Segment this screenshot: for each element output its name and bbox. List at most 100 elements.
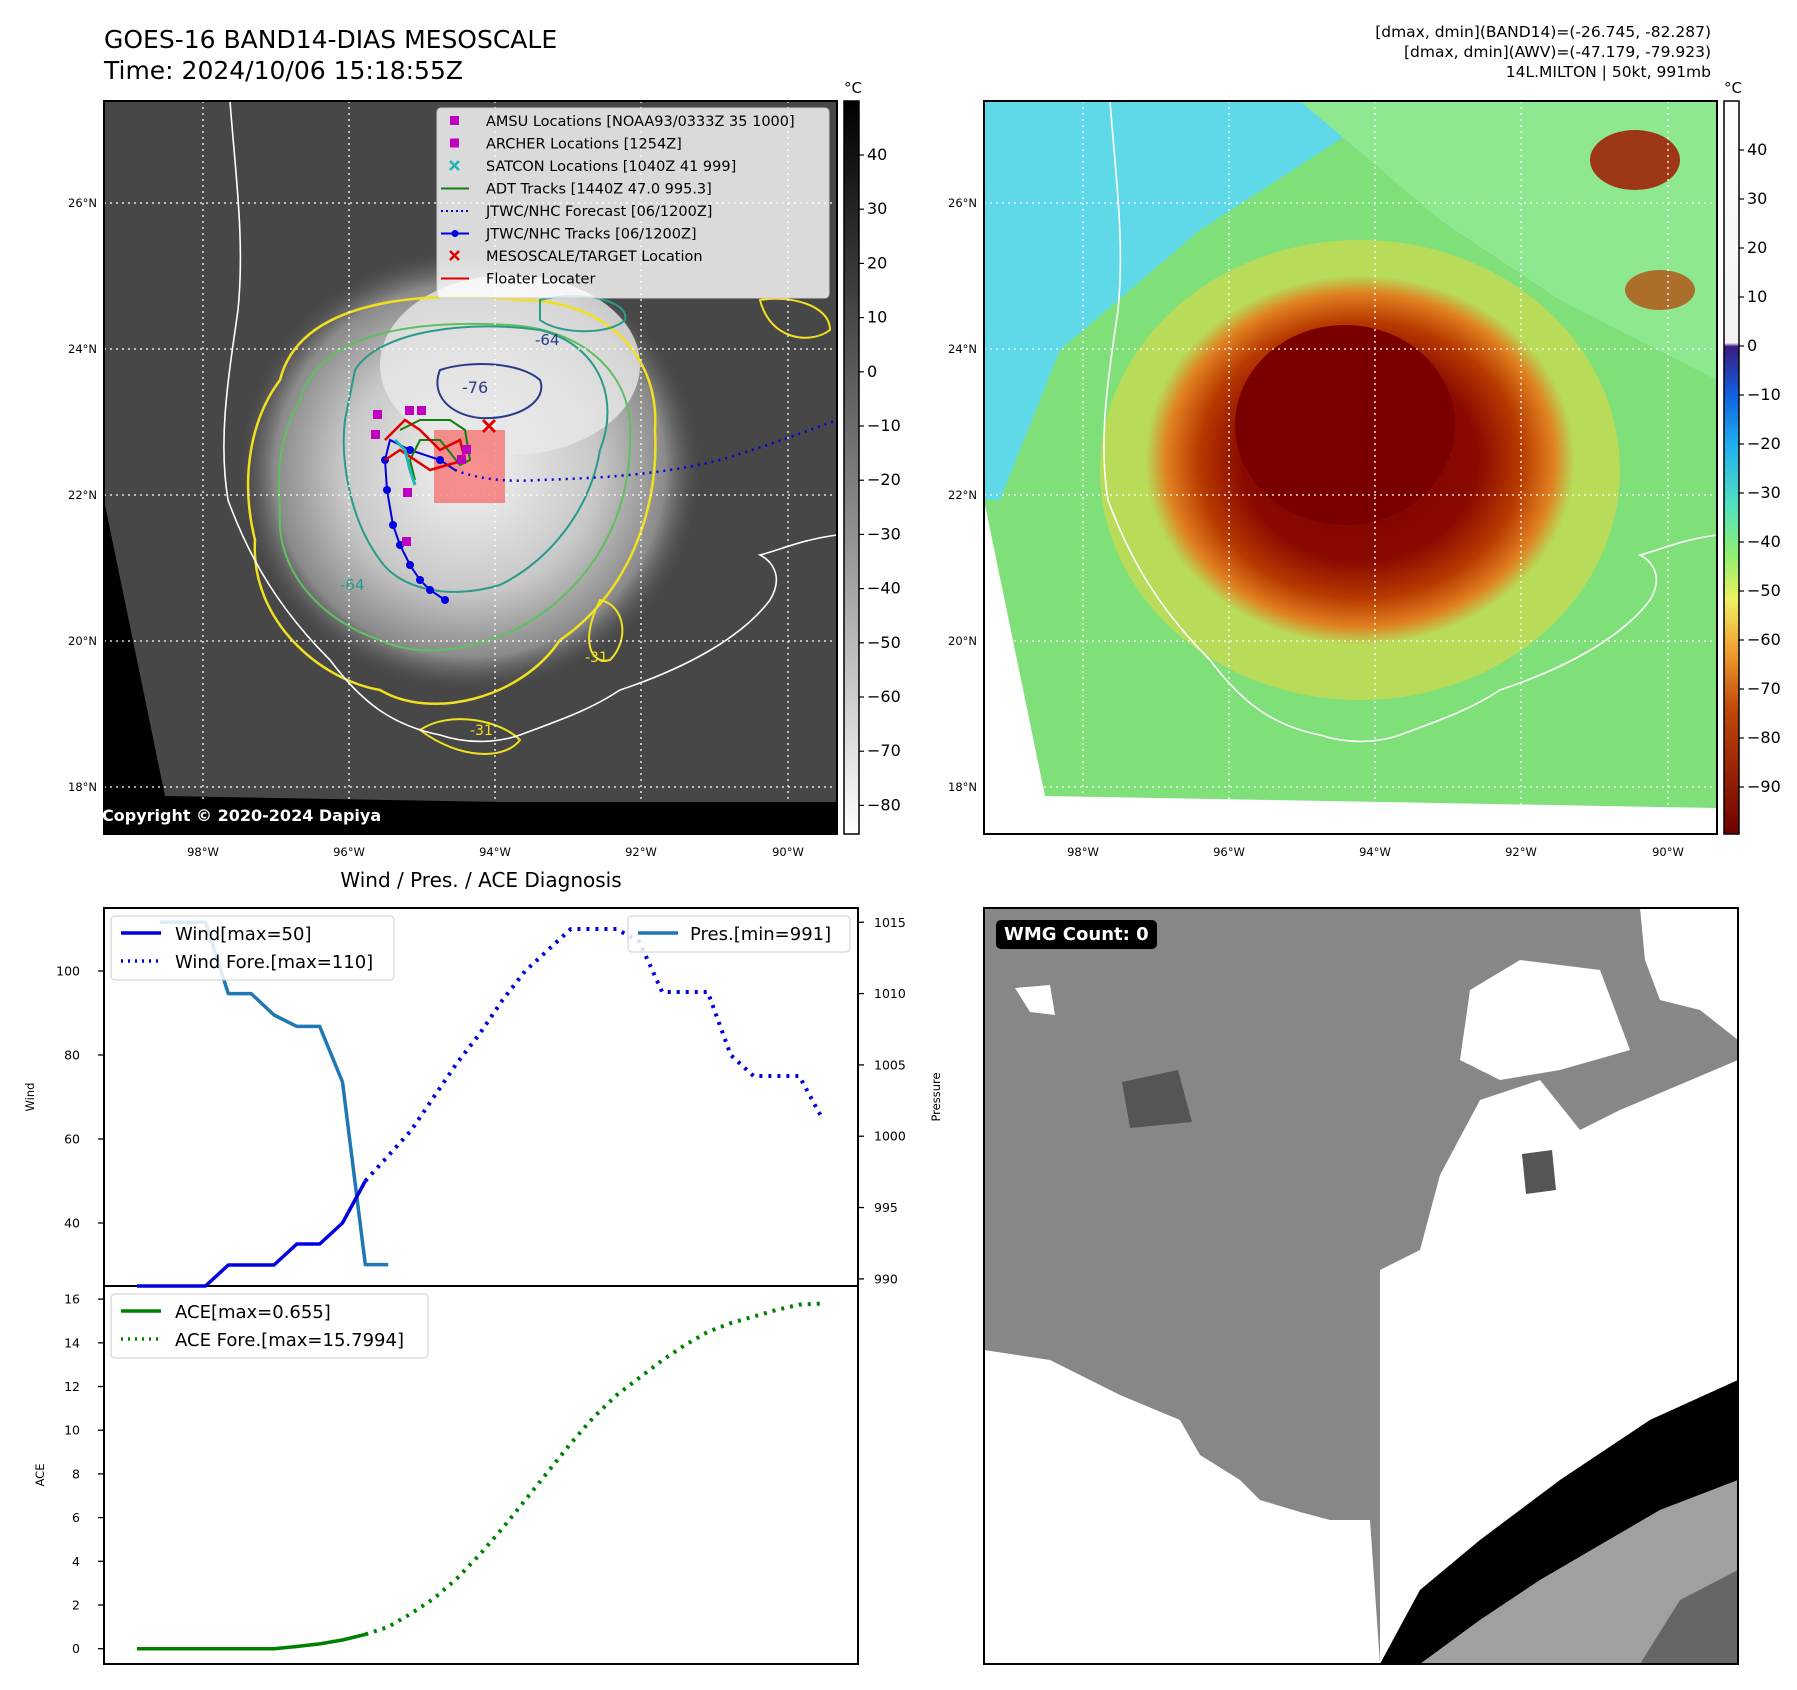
wmg-panel (983, 907, 1739, 1665)
awv-lon-labels: 98°W 96°W 94°W 92°W 90°W (1067, 845, 1684, 859)
axis-tick-label: 40 (64, 1216, 80, 1231)
ace-legend-box (110, 1293, 429, 1359)
legend-label: Floater Locater (486, 272, 595, 288)
wmg-frame (983, 907, 1739, 1665)
wmg-white-nw (1015, 985, 1055, 1015)
wind-fore-legend-label: Wind Fore.[max=110] (175, 952, 373, 973)
axis-tick-label: 1015 (874, 915, 906, 930)
awv-map-panel: 26°N 24°N 22°N 20°N 18°N 98°W 96°W 94°W … (948, 79, 1781, 859)
contour-label: -64 (340, 576, 365, 594)
lat-label: 18°N (68, 780, 97, 794)
copyright-strip (104, 802, 837, 834)
ir-colorbar (843, 100, 860, 835)
ir-map-panel: -64 -76 -64 -31 -31 (68, 79, 901, 859)
lat-label: 22°N (948, 488, 977, 502)
info-band14-range: [dmax, dmin](BAND14)=(-26.745, -82.287) (1375, 23, 1711, 41)
awv-colorbar-unit: °C (1724, 79, 1742, 97)
lon-label: 98°W (187, 845, 219, 859)
pressure-ticks: 1015 1010 1005 1000 995 990 (858, 915, 906, 1286)
lat-label: 26°N (948, 196, 977, 210)
lat-label: 18°N (948, 780, 977, 794)
pressure-legend: Pres.[min=991] (627, 915, 851, 953)
diagnosis-panel: Wind / Pres. / ACE Diagnosis Wind Pressu… (23, 868, 943, 1665)
colorbar-tick-label: −20 (867, 470, 901, 489)
wind-axis-label: Wind (23, 1083, 37, 1112)
ir-map-frame (103, 100, 838, 835)
lon-label: 90°W (1652, 845, 1684, 859)
colorbar-tick-label: −80 (867, 795, 901, 814)
legend-marker (450, 138, 459, 148)
legend-marker (450, 116, 459, 125)
axis-tick-label: 1000 (874, 1129, 906, 1144)
title-time: Time: 2024/10/06 15:18:55Z (104, 56, 463, 85)
contour-navy-core (436, 363, 543, 420)
colorbar-tick-label: 10 (867, 308, 887, 327)
lat-label: 20°N (68, 634, 97, 648)
legend-marker-dot (451, 230, 459, 237)
legend-entry: JTWC/NHC Tracks [06/1200Z] (441, 227, 697, 243)
ace-legend-label: ACE[max=0.655] (175, 1302, 331, 1323)
ace-axis-label: ACE (33, 1464, 47, 1487)
axis-tick-label: 995 (874, 1200, 898, 1215)
lat-label: 22°N (68, 488, 97, 502)
axis-tick-label: 60 (64, 1132, 80, 1147)
colorbar-tick-label: −90 (1747, 777, 1781, 796)
axis-tick-label: 990 (874, 1271, 898, 1286)
awv-map-frame (983, 100, 1718, 835)
lat-label: 20°N (948, 634, 977, 648)
floater-track (384, 418, 467, 472)
satcon-track (393, 438, 417, 486)
copyright-text: Copyright © 2020-2024 Dapiya (102, 806, 382, 825)
ir-colorbar-unit: °C (844, 79, 862, 97)
ace-legend: ACE[max=0.655] ACE Fore.[max=15.7994] (110, 1293, 429, 1359)
colorbar-tick-label: 0 (867, 362, 877, 381)
contour-yellow-ne (758, 297, 832, 339)
lon-label: 96°W (333, 845, 365, 859)
wmg-white-east (1460, 960, 1630, 1080)
awv-cell-e (1625, 270, 1695, 310)
figure-title: GOES-16 BAND14-DIAS MESOSCALE Time: 2024… (104, 24, 557, 86)
legend-label: MESOSCALE/TARGET Location (486, 249, 703, 265)
wind-legend-box (110, 915, 395, 981)
legend-label: AMSU Locations [NOAA93/0333Z 35 1000] (486, 114, 795, 130)
colorbar-tick-label: −20 (1747, 434, 1781, 453)
contour-yellow-south (418, 718, 522, 755)
legend-entry: MESOSCALE/TARGET Location (449, 249, 703, 265)
colorbar-tick-label: 40 (1747, 140, 1767, 159)
legend-marker (449, 250, 460, 261)
colorbar-tick-label: −40 (867, 579, 901, 598)
wind-series-line (137, 1180, 367, 1288)
lon-label: 94°W (1359, 845, 1391, 859)
awv-eye-region (1235, 325, 1455, 525)
legend-entry: JTWC/NHC Forecast [06/1200Z] (441, 204, 712, 220)
lon-label: 94°W (479, 845, 511, 859)
amsu-archer-markers (371, 406, 471, 546)
colorbar-tick-label: −60 (1747, 630, 1781, 649)
ir-lon-labels: 98°W 96°W 94°W 92°W 90°W (187, 845, 804, 859)
contour-label: -76 (462, 378, 488, 397)
lon-label: 90°W (772, 845, 804, 859)
colorbar-tick-label: 30 (1747, 189, 1767, 208)
diagnosis-title: Wind / Pres. / ACE Diagnosis (340, 868, 621, 892)
legend-label: ARCHER Locations [1254Z] (486, 137, 682, 153)
contour-label: -31 (585, 650, 608, 666)
lon-label: 92°W (1505, 845, 1537, 859)
wmg-mid-gray (1640, 1570, 1738, 1664)
contour-yellow-east (588, 598, 624, 662)
legend-label: ADT Tracks [1440Z 47.0 995.3] (486, 182, 712, 198)
colorbar-tick-label: 40 (867, 145, 887, 164)
axis-tick-label: 2 (72, 1598, 80, 1613)
jtwc-forecast-track (454, 418, 837, 482)
legend-entry: ADT Tracks [1440Z 47.0 995.3] (441, 182, 712, 198)
awv-gridlines (984, 101, 1717, 834)
info-storm: 14L.MILTON | 50kt, 991mb (1505, 63, 1711, 81)
legend-box (436, 107, 830, 299)
wmg-black-band (1380, 1380, 1738, 1664)
coastline (223, 101, 837, 743)
colorbar-tick-label: −50 (1747, 581, 1781, 600)
title-product: GOES-16 BAND14-DIAS MESOSCALE (104, 25, 558, 54)
colorbar-tick-label: 10 (1747, 287, 1767, 306)
colorbar-tick-label: −30 (867, 524, 901, 543)
colorbar-tick-label: −70 (867, 741, 901, 760)
